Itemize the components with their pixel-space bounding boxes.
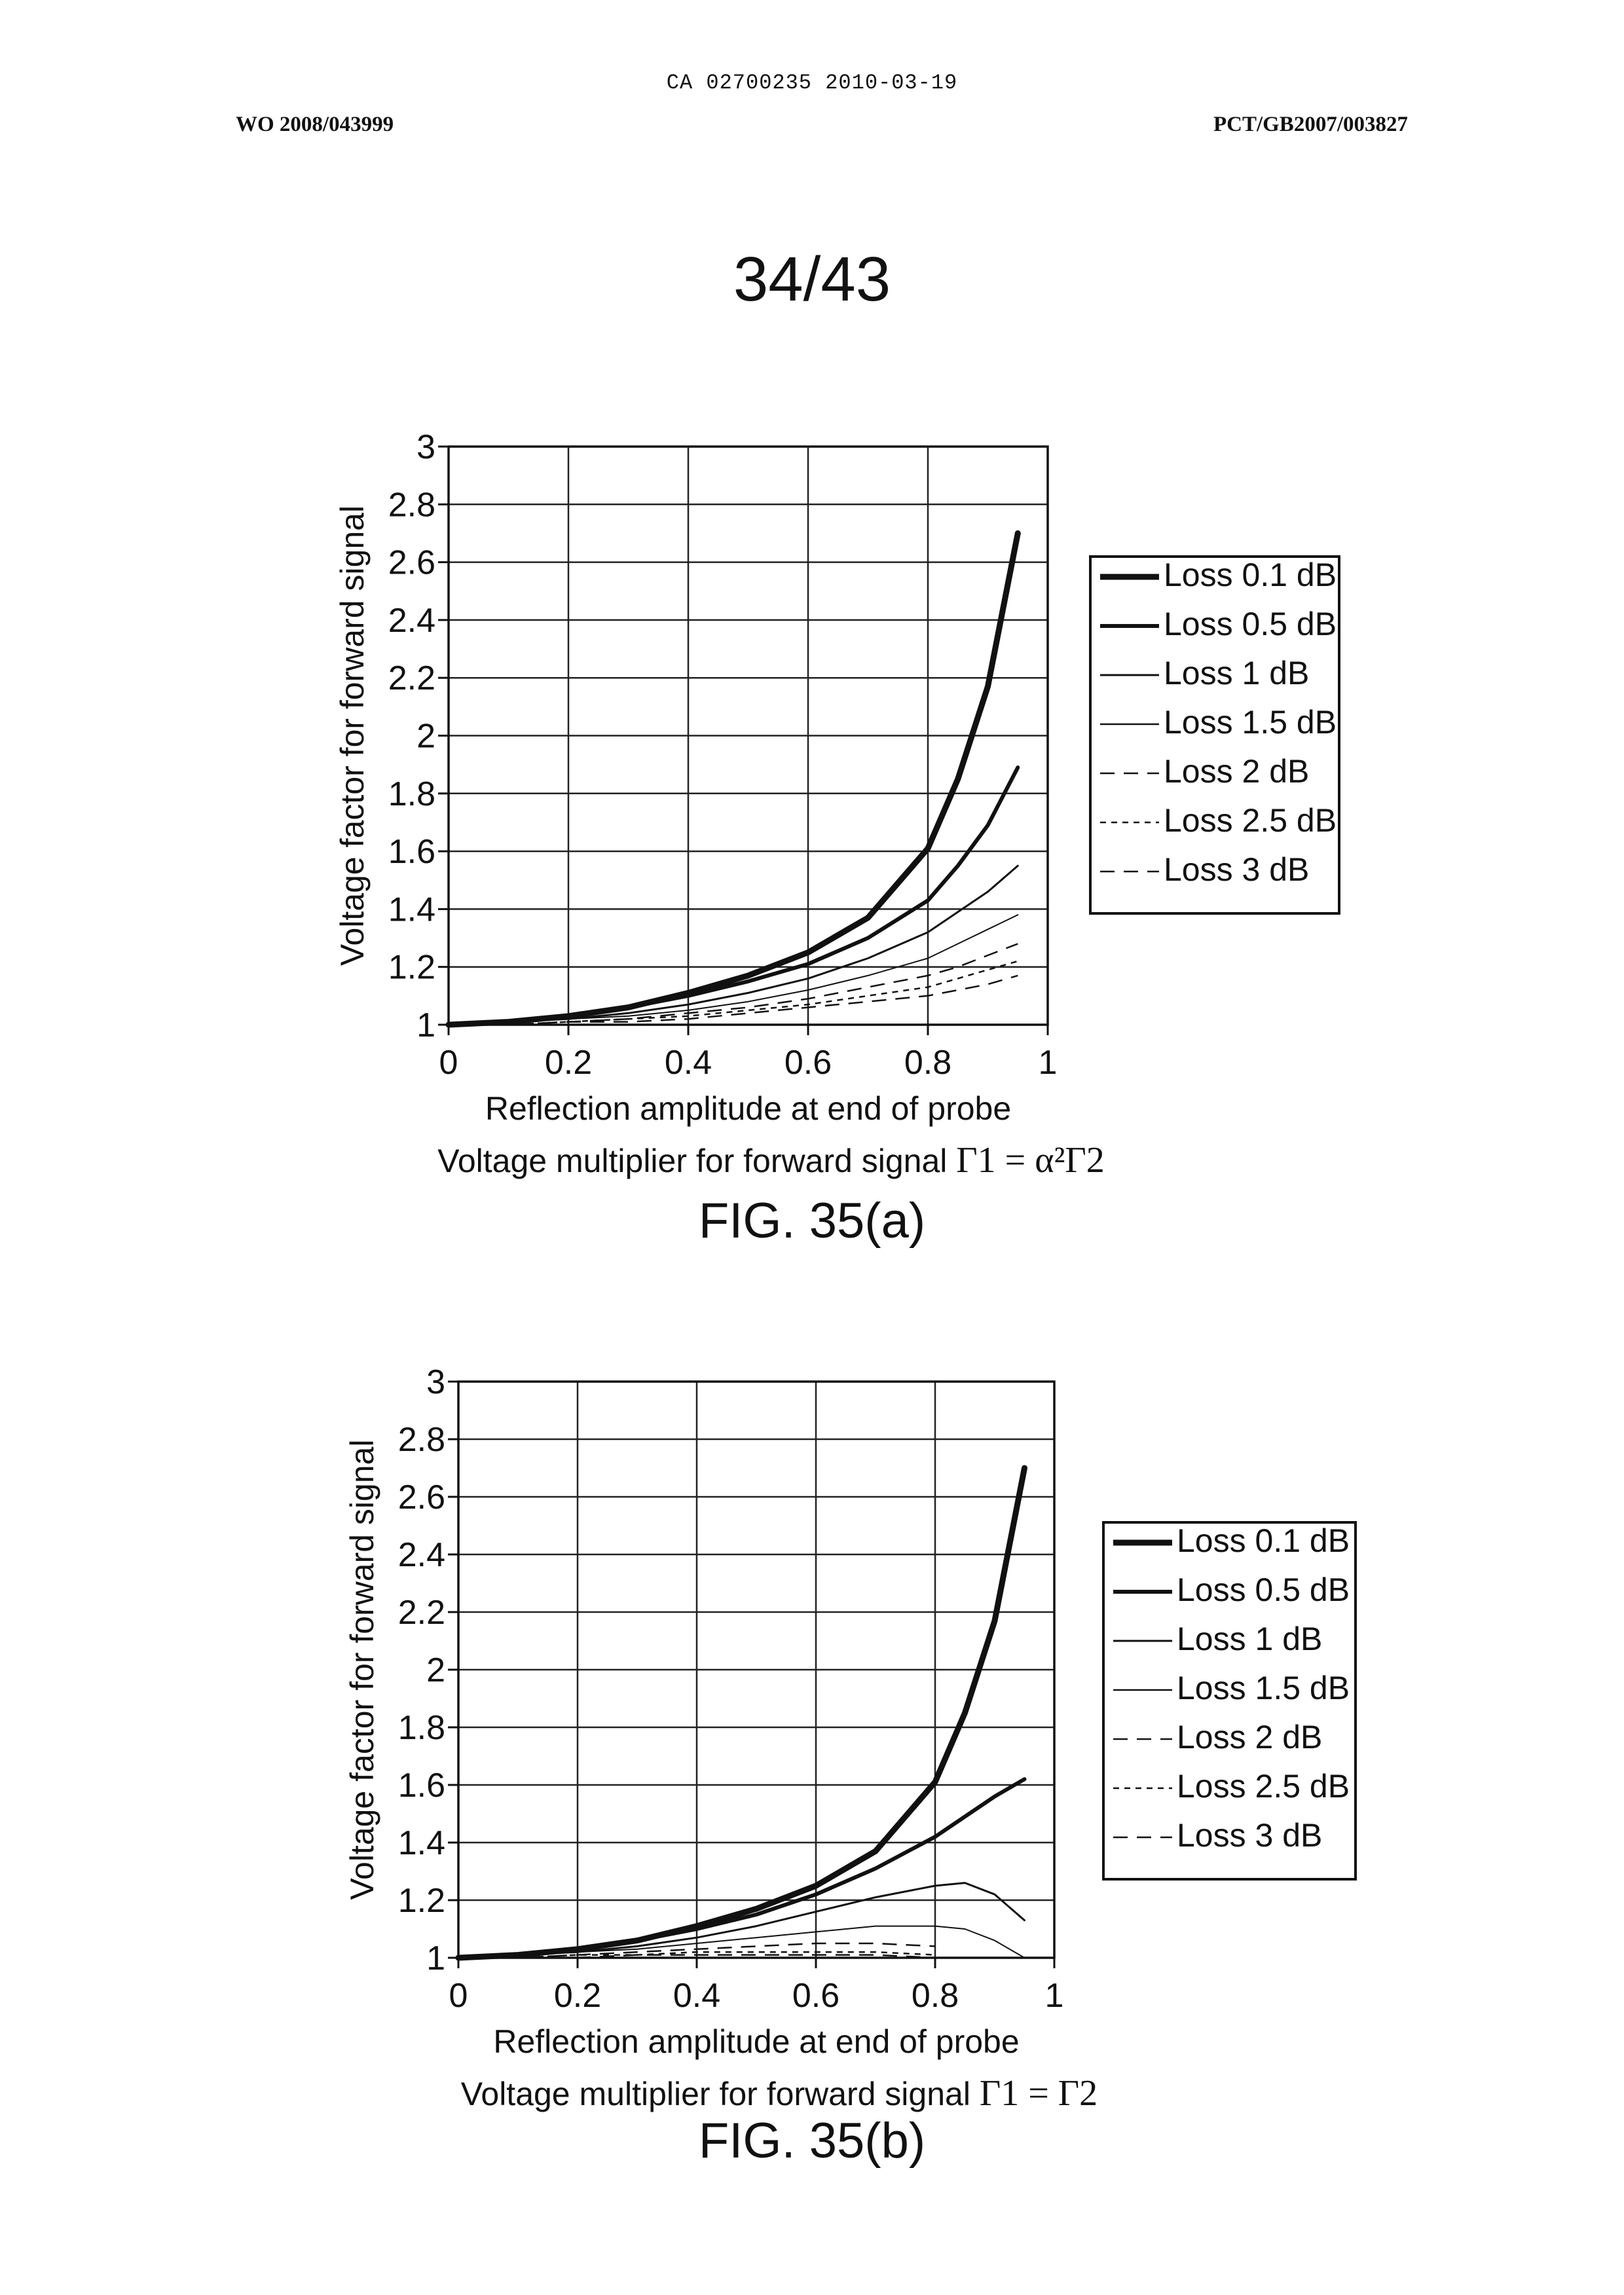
legend-label: Loss 0.1 dB: [1164, 557, 1337, 593]
legend-label: Loss 1 dB: [1164, 655, 1309, 691]
x-tick-label: 0.8: [912, 1977, 959, 2015]
x-axis-label: Reflection amplitude at end of probe: [485, 1090, 1011, 1127]
legend-label: Loss 2 dB: [1177, 1719, 1322, 1755]
legend-label: Loss 2.5 dB: [1164, 802, 1337, 839]
y-tick-label: 1.6: [398, 1767, 445, 1805]
y-tick-label: 2.2: [388, 659, 435, 697]
y-axis-label: Voltage factor for forward signal: [334, 505, 371, 966]
x-tick-label: 0.8: [904, 1044, 951, 1082]
legend-label: Loss 0.1 dB: [1177, 1522, 1350, 1559]
y-tick-label: 3: [426, 1363, 445, 1401]
figure-35a-chart: 1 1.2 1.4 1.6 1.8 2 2.2 2.4 2.6 2.8 3 0 0.2 0.4 0.6 0.8…: [0, 393, 1624, 1283]
series-line: [449, 767, 1018, 1025]
subtitle-formula: Γ1 = Γ2: [980, 2073, 1098, 2114]
series-line: [458, 1779, 1025, 1958]
series-line: [449, 866, 1018, 1025]
y-tick-label: 1.8: [388, 775, 435, 813]
y-tick-label: 2.8: [398, 1421, 445, 1459]
legend-label: Loss 0.5 dB: [1164, 606, 1337, 642]
x-tick-label: 1: [1039, 1044, 1058, 1082]
subtitle-text: Voltage multiplier for forward signal: [461, 2076, 980, 2112]
series-line: [449, 533, 1018, 1025]
y-tick-label: 1.6: [388, 833, 435, 871]
series-line: [458, 1468, 1025, 1958]
y-tick-label: 1.2: [398, 1882, 445, 1920]
x-tick-label: 0.2: [545, 1044, 592, 1082]
y-tick-label: 2.4: [388, 602, 435, 640]
x-tick-label: 0.6: [784, 1044, 832, 1082]
chart-subtitle: Voltage multiplier for forward signal Γ1…: [437, 1140, 1105, 1181]
publication-number: WO 2008/043999: [236, 113, 394, 137]
subtitle-formula: Γ1 = α²Γ2: [956, 1140, 1104, 1181]
y-tick-label: 2: [426, 1651, 445, 1689]
legend-label: Loss 2 dB: [1164, 753, 1309, 790]
document-id-header: CA 02700235 2010-03-19: [0, 71, 1624, 95]
x-tick-label: 0.4: [665, 1044, 712, 1082]
figure-caption: FIG. 35(b): [699, 2113, 925, 2169]
sheet-number: 34/43: [0, 244, 1624, 316]
y-tick-label: 1.4: [388, 890, 435, 928]
y-tick-label: 1.4: [398, 1824, 445, 1862]
figure-35b-chart: 1 1.2 1.4 1.6 1.8 2 2.2 2.4 2.6 2.8 3 0 0.2 0.4 0.6 0.8…: [0, 1316, 1624, 2220]
y-tick-label: 2.4: [398, 1536, 445, 1574]
application-number: PCT/GB2007/003827: [1213, 113, 1408, 137]
y-tick-label: 1.8: [398, 1709, 445, 1747]
y-tick-label: 3: [416, 428, 435, 466]
legend-label: Loss 3 dB: [1177, 1817, 1322, 1854]
legend-label: Loss 1.5 dB: [1164, 704, 1337, 741]
legend-label: Loss 0.5 dB: [1177, 1571, 1350, 1608]
legend-label: Loss 2.5 dB: [1177, 1768, 1350, 1805]
figure-caption: FIG. 35(a): [699, 1193, 925, 1249]
legend-label: Loss 3 dB: [1164, 851, 1309, 888]
y-tick-label: 2.6: [388, 544, 435, 582]
y-tick-label: 1: [426, 1939, 445, 1977]
x-tick-label: 0.2: [554, 1977, 601, 2015]
y-tick-label: 2.8: [388, 486, 435, 524]
y-tick-label: 1.2: [388, 949, 435, 987]
y-tick-label: 2.2: [398, 1594, 445, 1632]
x-tick-label: 0: [449, 1977, 468, 2015]
y-axis-label: Voltage factor for forward signal: [344, 1439, 380, 1900]
legend-label: Loss 1 dB: [1177, 1621, 1322, 1657]
x-tick-label: 0: [439, 1044, 458, 1082]
x-axis-label: Reflection amplitude at end of probe: [493, 2023, 1019, 2060]
y-tick-label: 2.6: [398, 1478, 445, 1516]
y-tick-label: 1: [416, 1006, 435, 1044]
y-tick-label: 2: [416, 718, 435, 756]
legend-label: Loss 1.5 dB: [1177, 1670, 1350, 1706]
x-tick-label: 0.4: [673, 1977, 720, 2015]
x-tick-label: 0.6: [792, 1977, 840, 2015]
x-tick-label: 1: [1045, 1977, 1064, 2015]
chart-subtitle: Voltage multiplier for forward signal Γ1…: [461, 2073, 1098, 2114]
subtitle-text: Voltage multiplier for forward signal: [437, 1143, 956, 1179]
series-line: [458, 1926, 1025, 1958]
